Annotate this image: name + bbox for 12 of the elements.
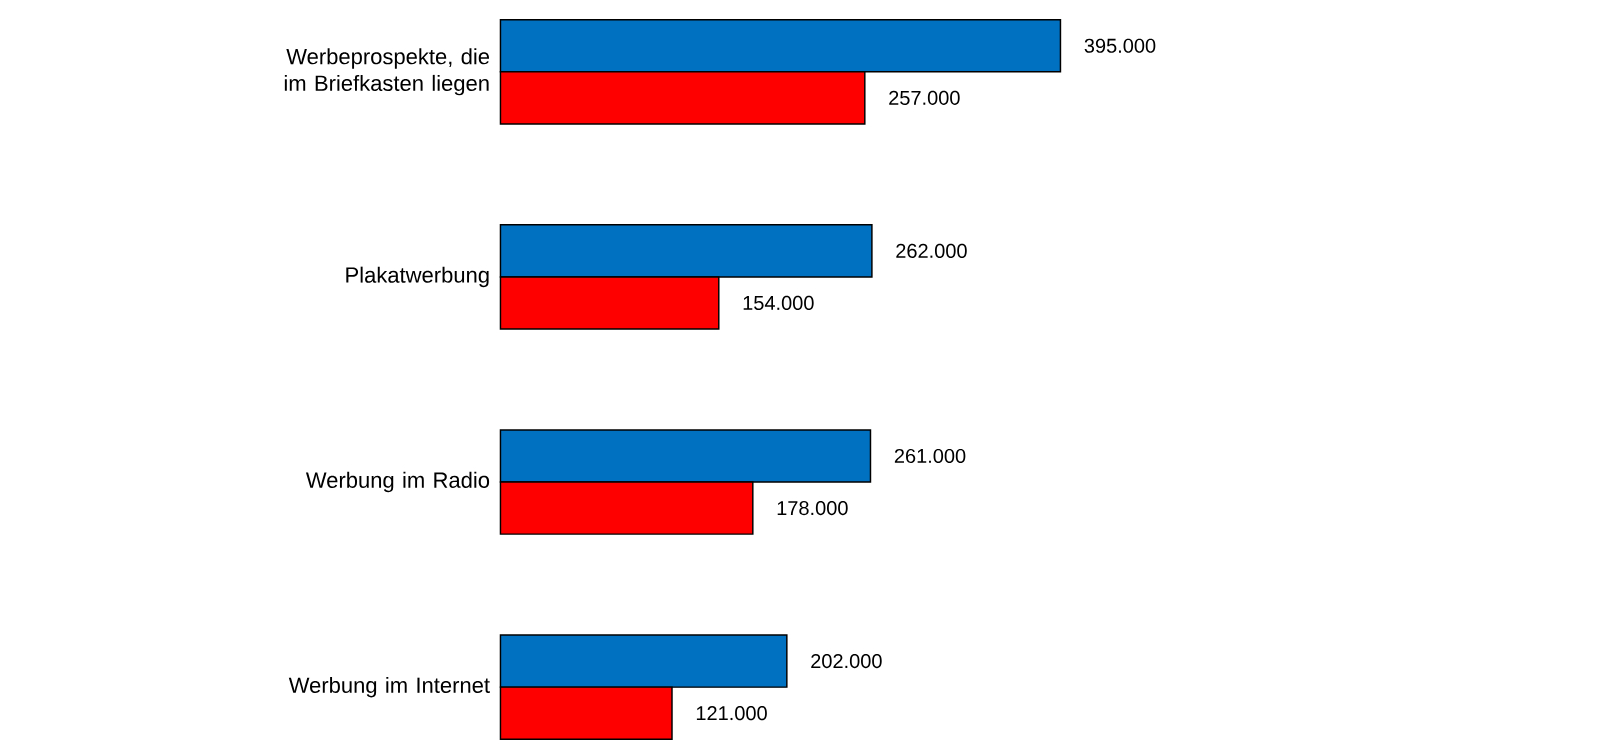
- data-label: 154.000: [743, 295, 814, 311]
- data-label: 262.000: [896, 243, 967, 258]
- data-label: 395.000: [1084, 38, 1156, 53]
- data-label: 178.000: [777, 500, 848, 516]
- y-tick-label: Werbung im Internet: [288, 676, 490, 698]
- data-label: 121.000: [696, 706, 767, 721]
- y-tick-label: Plakatwerbung: [346, 266, 489, 288]
- y-tick-label: Werbeprospekte, die im Briefkasten liegen: [284, 48, 490, 96]
- data-label: 257.000: [889, 90, 960, 105]
- data-label: 202.000: [811, 654, 882, 669]
- y-tick-label: Werbung im Radio: [305, 471, 490, 493]
- data-label: 261.000: [894, 448, 966, 464]
